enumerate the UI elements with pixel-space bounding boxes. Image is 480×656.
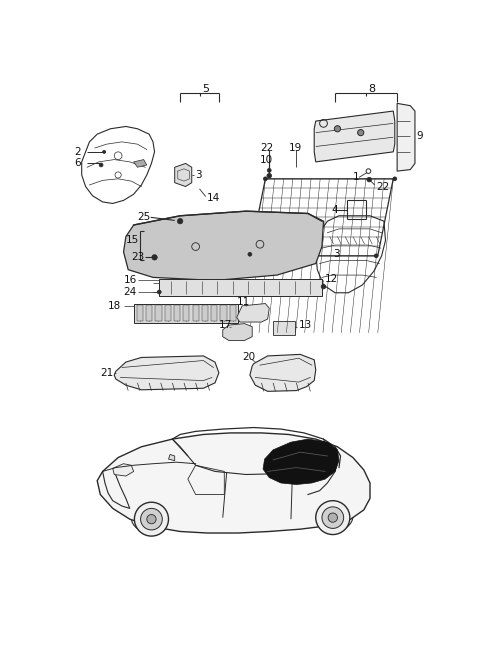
Polygon shape [113,464,133,476]
Text: 3: 3 [196,170,202,180]
Text: 14: 14 [207,193,220,203]
Circle shape [393,177,397,181]
Polygon shape [250,354,316,392]
Text: 6: 6 [74,158,81,169]
Circle shape [248,253,252,256]
Text: 11: 11 [237,297,250,307]
Circle shape [99,163,103,167]
Circle shape [367,177,372,182]
Polygon shape [223,323,252,340]
Text: 18: 18 [108,301,121,311]
Text: 22: 22 [260,143,273,153]
Polygon shape [397,104,415,171]
Bar [156,305,162,321]
Circle shape [358,129,364,136]
Bar [192,305,199,321]
Text: 16: 16 [123,276,137,285]
Circle shape [141,508,162,530]
Text: 25: 25 [137,213,151,222]
Circle shape [316,501,350,535]
Text: 20: 20 [242,352,255,363]
Text: 13: 13 [299,320,312,330]
Circle shape [134,502,168,536]
Text: 5: 5 [202,85,209,94]
Text: 21: 21 [100,368,114,378]
Text: 2: 2 [74,147,81,157]
Text: 3: 3 [333,249,339,259]
Polygon shape [97,433,370,533]
Text: 1: 1 [353,173,360,182]
Bar [211,305,217,321]
Polygon shape [168,455,175,461]
Text: 23: 23 [132,253,144,262]
Circle shape [103,150,106,154]
Text: 9: 9 [417,131,423,142]
Text: 15: 15 [126,236,139,245]
Text: 19: 19 [288,143,302,153]
Circle shape [267,169,271,173]
Bar [133,304,238,323]
Circle shape [147,514,156,523]
Bar [273,321,295,335]
Polygon shape [133,159,147,167]
Text: 10: 10 [260,155,273,165]
Circle shape [322,507,344,528]
Polygon shape [263,439,339,485]
Bar [159,279,322,296]
Circle shape [152,255,157,260]
Text: 8: 8 [369,85,375,94]
Bar [220,305,227,321]
Circle shape [374,254,378,258]
Bar [137,305,143,321]
Circle shape [321,284,326,289]
Text: 12: 12 [325,274,338,284]
Circle shape [267,173,272,178]
Circle shape [335,126,340,132]
Bar [230,305,236,321]
Polygon shape [175,163,192,186]
Text: 17: 17 [219,320,232,330]
Bar [174,305,180,321]
Polygon shape [314,111,395,162]
Text: 4: 4 [331,205,338,215]
Polygon shape [123,211,324,281]
Bar [202,305,208,321]
Text: 22: 22 [376,182,389,192]
Polygon shape [114,356,219,390]
Circle shape [264,177,267,181]
Circle shape [328,513,337,522]
Bar [165,305,171,321]
Bar [146,305,152,321]
Polygon shape [237,304,269,322]
Circle shape [157,290,161,294]
Circle shape [178,218,183,224]
Bar [183,305,190,321]
Text: 24: 24 [123,287,137,297]
